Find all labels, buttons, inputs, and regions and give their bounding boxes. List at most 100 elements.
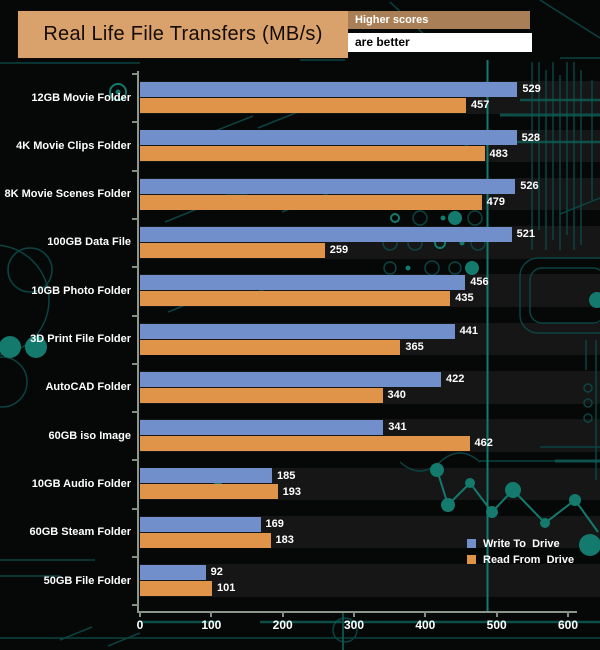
x-axis-tick — [424, 611, 427, 617]
category-label: 8K Movie Scenes Folder — [4, 188, 131, 201]
bar-row: 169 — [140, 516, 600, 533]
x-axis-tick-label: 200 — [272, 618, 293, 632]
legend-label-write: Write To Drive — [483, 537, 560, 550]
value-label: 340 — [387, 389, 406, 402]
x-axis-tick — [567, 611, 569, 617]
value-label: 101 — [217, 582, 236, 595]
legend-label-read: Read From Drive — [483, 553, 575, 566]
category-label: 3D Print File Folder — [30, 333, 131, 345]
value-label: 483 — [489, 147, 508, 160]
write-bar — [140, 468, 272, 484]
value-label: 435 — [455, 292, 474, 305]
bar-row: 435 — [140, 290, 600, 307]
x-axis-tick — [495, 611, 498, 617]
row-band — [140, 580, 600, 597]
write-bar — [140, 565, 206, 580]
y-axis-tick — [132, 121, 138, 124]
bar-row: 183 — [140, 532, 600, 549]
bar-row: 441 — [140, 323, 600, 340]
are-better-note: are better — [348, 33, 532, 52]
bar-row: 259 — [140, 242, 600, 259]
category-label: 50GB File Folder — [43, 574, 131, 587]
write-bar — [140, 516, 261, 532]
bar-row: 101 — [140, 580, 600, 597]
bar-row: 92 — [140, 564, 600, 581]
y-axis-tick — [132, 556, 138, 558]
value-label: 526 — [520, 179, 539, 192]
value-label: 259 — [329, 244, 349, 257]
value-label: 183 — [275, 533, 294, 546]
write-bar — [140, 323, 455, 339]
legend-swatch-write-icon — [467, 539, 476, 548]
row-band — [140, 564, 600, 581]
value-label: 185 — [276, 469, 296, 482]
read-bar — [140, 532, 271, 548]
x-axis-tick — [210, 611, 213, 617]
y-axis-tick — [132, 507, 138, 510]
x-axis-tick — [353, 611, 355, 617]
bar-row: 193 — [140, 484, 600, 501]
read-bar — [140, 387, 383, 403]
y-axis-tick — [132, 314, 138, 317]
write-bar — [140, 371, 442, 387]
value-label: 441 — [459, 324, 478, 337]
x-axis-tick-label: 300 — [343, 618, 365, 632]
y-axis-tick — [132, 266, 138, 269]
chart-title: Real Life File Transfers (MB/s) — [43, 23, 323, 45]
legend-item-read: Read From Drive — [467, 552, 574, 567]
legend: Write To Drive Read From Drive — [467, 536, 574, 568]
write-bar — [140, 275, 466, 291]
bar-row: 526 — [140, 178, 600, 195]
value-label: 341 — [388, 421, 407, 434]
value-label: 365 — [405, 340, 424, 353]
bar-row: 456 — [140, 274, 600, 291]
read-bar — [140, 98, 466, 113]
x-axis-tick — [281, 611, 284, 617]
y-axis-line — [137, 71, 139, 613]
higher-scores-note: Higher scores — [348, 11, 530, 29]
y-axis-tick — [132, 362, 138, 365]
bar-row: 457 — [140, 97, 600, 114]
y-axis-tick — [132, 169, 138, 172]
read-bar — [140, 581, 213, 596]
x-axis-tick-label: 500 — [486, 618, 507, 632]
value-label: 457 — [470, 99, 490, 112]
write-bar — [140, 82, 518, 97]
read-bar — [140, 339, 401, 355]
x-axis-line — [137, 611, 577, 613]
value-label: 528 — [521, 131, 540, 144]
x-axis-tick-label: 600 — [557, 618, 579, 632]
bar-row: 529 — [140, 81, 600, 98]
bar-row: 341 — [140, 419, 600, 436]
category-label: 100GB Data File — [47, 236, 131, 249]
bar-row: 185 — [140, 468, 600, 485]
x-axis-tick-label: 100 — [201, 618, 222, 632]
read-bar — [140, 436, 470, 452]
y-axis-tick — [132, 411, 138, 414]
bar-row: 483 — [140, 146, 600, 163]
read-bar — [140, 291, 451, 307]
y-axis-tick — [132, 459, 138, 462]
y-axis-tick — [132, 604, 138, 607]
category-label: 10GB Audio Folder — [31, 477, 131, 490]
category-label: 60GB Steam Folder — [29, 526, 131, 539]
category-label: 10GB Photo Folder — [31, 284, 131, 297]
value-label: 169 — [265, 517, 284, 530]
read-bar — [140, 242, 325, 258]
category-label: 4K Movie Clips Folder — [16, 139, 131, 152]
value-label: 456 — [470, 276, 489, 289]
legend-swatch-read-icon — [467, 555, 476, 564]
read-bar — [140, 146, 485, 162]
value-label: 193 — [282, 485, 302, 498]
chart-title-box: Real Life File Transfers (MB/s) — [17, 10, 349, 59]
write-bar — [140, 420, 384, 436]
y-axis-tick — [132, 73, 138, 75]
x-axis-tick-label: 0 — [136, 618, 144, 632]
x-axis-tick — [139, 611, 141, 617]
bar-row: 422 — [140, 371, 600, 388]
bar-row: 365 — [140, 339, 600, 356]
category-label: AutoCAD Folder — [45, 381, 131, 394]
read-bar — [140, 484, 278, 500]
category-label: 60GB iso Image — [48, 429, 131, 442]
